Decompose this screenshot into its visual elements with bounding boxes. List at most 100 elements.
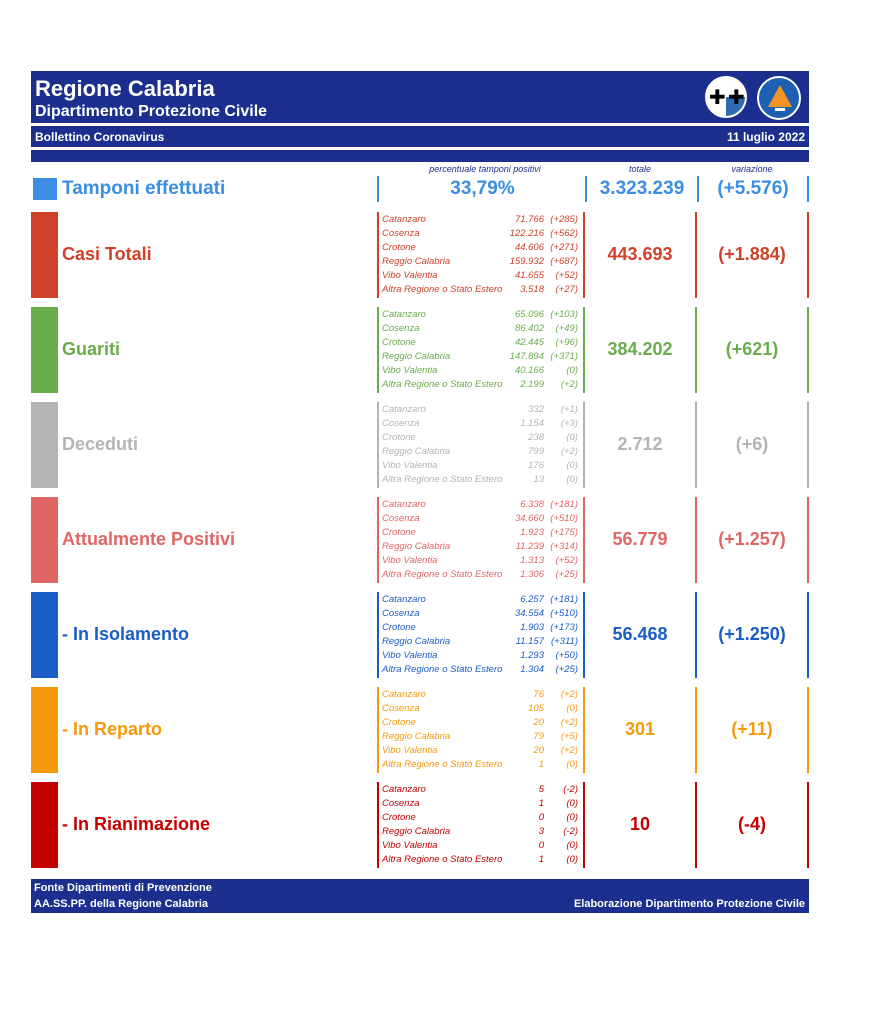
province-delta: (0) [566,812,578,823]
province-value: 2.199 [520,379,544,390]
province-name: Crotone [382,432,416,443]
province-name: Reggio Calabria [382,826,451,837]
province-value: 3 [538,826,544,837]
row-divider-1 [377,497,379,583]
province-breakdown: Catanzaro 332 (+1) Cosenza 1.154 (+3) Crotone 2… [382,403,582,487]
row-divider-1 [377,687,379,773]
row-variation: (+1.884) [718,244,786,264]
row-variation: (+11) [731,719,773,739]
province-value: 34.660 [514,513,544,524]
row-divider-2 [583,687,585,773]
row-total: 443.693 [607,244,673,264]
province-value: 1.304 [520,664,544,675]
province-row: Vibo Valentia 1.293 (+50) [382,649,582,663]
row-divider-4 [807,212,809,298]
row-variation: (+1.257) [718,529,786,549]
province-delta: (+687) [550,256,578,267]
tamponi-percentage: 33,79% [450,178,515,199]
page-subtitle: Dipartimento Protezione Civile [35,103,268,120]
row-divider-3 [695,592,697,678]
province-delta: (0) [566,703,578,714]
tamponi-variation: (+5.576) [717,178,789,199]
province-value: 799 [528,446,544,457]
row-total: 384.202 [607,339,673,359]
tamponi-total: 3.323.239 [599,178,685,199]
row-divider-3 [695,687,697,773]
province-name: Reggio Calabria [382,541,451,552]
province-row: Altra Regione o Stato Estero 3.518 (+27) [382,283,582,297]
row-divider-2 [583,402,585,488]
province-name: Catanzaro [382,784,426,795]
province-row: Reggio Calabria 147.894 (+371) [382,350,582,364]
province-delta: (+173) [550,622,578,633]
row-color-bar [31,782,58,868]
province-name: Crotone [382,717,416,728]
province-row: Catanzaro 6.338 (+181) [382,498,582,512]
row-divider-4 [807,687,809,773]
province-row: Catanzaro 65.096 (+103) [382,308,582,322]
row-divider-2 [583,592,585,678]
province-delta: (+2) [560,745,578,756]
row-label: Deceduti [62,434,139,454]
row-divider-1 [377,307,379,393]
province-name: Reggio Calabria [382,636,451,647]
province-row: Catanzaro 71.766 (+285) [382,213,582,227]
province-value: 0 [538,812,544,823]
province-name: Crotone [382,337,416,348]
province-value: 1 [538,759,544,770]
row-divider-1 [377,212,379,298]
row-divider-3 [695,307,697,393]
row-divider-2 [583,212,585,298]
province-delta: (0) [566,759,578,770]
row-label: Guariti [62,339,121,359]
province-row: Cosenza 122.216 (+562) [382,227,582,241]
province-name: Crotone [382,812,416,823]
province-value: 13 [533,474,544,485]
province-delta: (+1) [560,404,578,415]
row-total: 10 [629,814,651,834]
province-delta: (+3) [560,418,578,429]
province-name: Crotone [382,527,416,538]
province-name: Cosenza [382,418,420,429]
province-name: Cosenza [382,798,420,809]
province-row: Vibo Valentia 1.313 (+52) [382,554,582,568]
footer-elaboration: Elaborazione Dipartimento Protezione Civ… [573,898,805,910]
stat-row-in-isolamento: - In Isolamento Catanzaro 6.257 (+181) Cosen… [31,592,809,678]
row-color-bar [31,402,58,488]
province-delta: (0) [566,432,578,443]
province-row: Vibo Valentia 176 (0) [382,459,582,473]
province-value: 3.518 [520,284,544,295]
row-total: 2.712 [617,434,663,454]
row-color-bar [31,687,58,773]
province-value: 71.766 [514,214,544,225]
province-value: 11.239 [515,541,544,552]
row-divider-4 [807,497,809,583]
province-breakdown: Catanzaro 6.257 (+181) Cosenza 34.554 (+510) C… [382,593,582,677]
protezione-civile-logo-icon [757,76,801,120]
row-color-bar [31,592,58,678]
province-delta: (+562) [550,228,578,239]
row-divider-2 [583,497,585,583]
header-banner: Regione Calabria Dipartimento Protezione… [31,71,809,123]
province-delta: (0) [566,365,578,376]
row-variation: (+621) [725,339,779,359]
province-breakdown: Catanzaro 76 (+2) Cosenza 105 (0) Crotone 20 (+2… [382,688,582,772]
province-row: Catanzaro 5 (-2) [382,783,582,797]
province-name: Vibo Valentia [382,460,438,471]
row-color-bar [31,307,58,393]
province-name: Vibo Valentia [382,270,438,281]
stat-row-in-reparto: - In Reparto Catanzaro 76 (+2) Cosenza 105 (0)… [31,687,809,773]
province-row: Altra Regione o Stato Estero 2.199 (+2) [382,378,582,392]
stat-row-in-rianimazione: - In Rianimazione Catanzaro 5 (-2) Cosenza 1 (… [31,782,809,868]
row-divider-4 [807,307,809,393]
province-value: 20 [533,745,544,756]
row-divider-3 [695,212,697,298]
row-variation: (-4) [738,814,766,834]
province-delta: (-2) [563,784,578,795]
province-delta: (+49) [555,323,578,334]
province-row: Crotone 42.445 (+96) [382,336,582,350]
province-value: 20 [533,717,544,728]
province-name: Altra Regione o Stato Estero [382,759,503,770]
province-row: Crotone 1.923 (+175) [382,526,582,540]
province-row: Catanzaro 6.257 (+181) [382,593,582,607]
